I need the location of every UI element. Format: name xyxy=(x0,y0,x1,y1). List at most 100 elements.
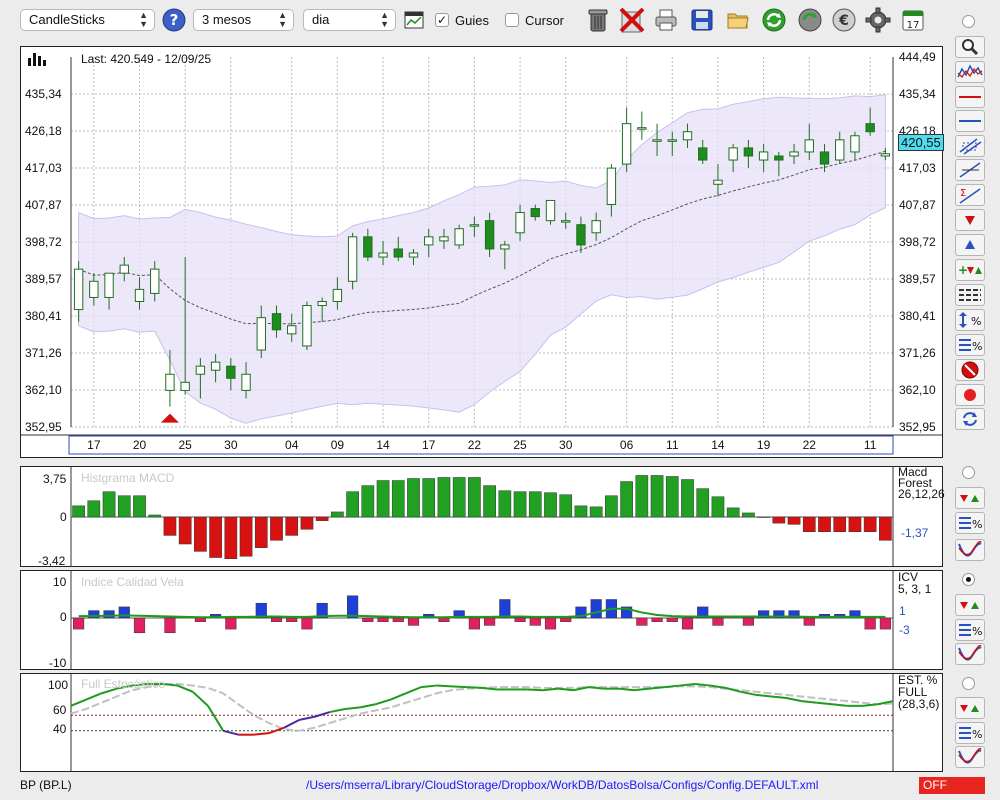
save-icon[interactable] xyxy=(689,6,715,34)
icv-bar xyxy=(803,617,815,626)
stoch-panel-radio[interactable] xyxy=(962,677,975,690)
stoch-percent-button[interactable]: % xyxy=(955,722,985,744)
record-button[interactable] xyxy=(955,384,985,406)
y-tick-left: 362,10 xyxy=(25,383,62,397)
icv-bar xyxy=(468,617,480,630)
add-signals-button[interactable]: + xyxy=(955,259,985,281)
off-toggle-button[interactable]: OFF xyxy=(919,777,985,794)
icv-bar xyxy=(681,617,694,630)
calendar-icon[interactable]: 17 xyxy=(900,6,926,34)
candle-body xyxy=(500,244,510,250)
add-indicator-button[interactable] xyxy=(955,61,985,83)
refresh-icon[interactable] xyxy=(761,6,787,34)
delete-icon[interactable] xyxy=(619,6,645,34)
icv-panel-radio[interactable] xyxy=(962,573,975,586)
x-tick-label: 25 xyxy=(513,438,527,452)
red-line-button[interactable] xyxy=(955,86,985,108)
percent-lines-button[interactable]: % xyxy=(955,334,985,356)
sell-arrow-button[interactable] xyxy=(955,209,985,231)
buy-signal-marker xyxy=(160,413,179,423)
stoch-k-segment xyxy=(207,705,225,732)
stoch-k-segment xyxy=(375,698,391,706)
stoch-k-segment xyxy=(725,686,742,693)
icv-signal-line xyxy=(78,607,886,619)
x-tick-label: 11 xyxy=(864,438,877,452)
macd-bar xyxy=(848,516,862,532)
icv-bar xyxy=(712,617,724,626)
trash-icon[interactable] xyxy=(585,6,611,34)
icv-bar xyxy=(697,606,709,619)
stochastic-chart[interactable] xyxy=(21,674,942,771)
stoch-d-line xyxy=(70,683,894,732)
macd-legend: Macd Forest 26,12,26 xyxy=(898,466,945,500)
sync-button[interactable] xyxy=(955,408,985,430)
stoch-signals-button[interactable] xyxy=(955,697,985,719)
macd-bar xyxy=(239,516,253,557)
blue-line-button[interactable] xyxy=(955,110,985,132)
candle-body xyxy=(73,268,84,311)
icv-bar xyxy=(225,617,237,630)
stoch-k-segment xyxy=(816,701,833,706)
icv-curve-button[interactable] xyxy=(955,643,985,665)
y-tick-right: 380,41 xyxy=(899,309,936,323)
print-icon[interactable] xyxy=(653,6,679,34)
icv-bar xyxy=(560,617,572,622)
macd-percent-button[interactable]: % xyxy=(955,512,985,534)
cursor-checkbox[interactable] xyxy=(505,13,519,27)
update-data-icon[interactable] xyxy=(797,6,823,34)
icv-signals-button[interactable] xyxy=(955,594,985,616)
macd-bar xyxy=(528,491,542,518)
svg-text:?: ? xyxy=(170,11,179,29)
icv-bar xyxy=(392,617,404,622)
select-arrows-icon: ▲ ▼ xyxy=(278,10,287,29)
candle-body xyxy=(652,139,662,142)
candle-body xyxy=(195,365,206,375)
channel-tool-button[interactable] xyxy=(955,135,985,157)
icv-bar xyxy=(651,617,663,622)
fibonacci-tool-button[interactable]: Σ xyxy=(955,184,985,206)
stoch-k-segment xyxy=(451,685,467,689)
candle-body xyxy=(165,373,175,391)
scale-percent-button[interactable]: % xyxy=(955,309,985,331)
interval-select[interactable]: dia ▲ ▼ xyxy=(303,9,396,31)
candlestick-chart[interactable]: 435,34 426,18 417,03 407,87 398,72 389,57 380,… xyxy=(21,47,942,457)
macd-panel-radio[interactable] xyxy=(962,466,975,479)
x-tick-label: 22 xyxy=(803,438,817,452)
icv-percent-button[interactable]: % xyxy=(955,619,985,641)
config-path-link[interactable]: /Users/mserra/Library/CloudStorage/Dropb… xyxy=(306,778,819,792)
stoch-k-segment xyxy=(618,687,635,692)
buy-arrow-button[interactable] xyxy=(955,234,985,256)
chart-type-select[interactable]: CandleSticks ▲ ▼ xyxy=(20,9,155,31)
x-tick-label: 30 xyxy=(559,438,573,452)
icv-chart[interactable] xyxy=(21,571,942,669)
list-view-button[interactable] xyxy=(955,284,985,306)
stoch-k-segment xyxy=(664,684,680,689)
main-panel-radio[interactable] xyxy=(962,15,975,28)
stoch-k-segment xyxy=(755,693,772,698)
icv-bar xyxy=(118,606,130,619)
macd-bar xyxy=(681,479,694,518)
stoch-k-segment xyxy=(360,703,376,709)
gear-icon[interactable] xyxy=(865,6,891,34)
candle-body xyxy=(561,220,571,223)
candle-body xyxy=(134,288,145,302)
stop-button[interactable] xyxy=(955,359,985,381)
macd-signals-button[interactable] xyxy=(955,487,985,509)
macd-chart[interactable] xyxy=(21,467,942,566)
stoch-legend-name: EST. % xyxy=(898,673,938,687)
icv-bar xyxy=(103,610,115,619)
chart-settings-button[interactable] xyxy=(401,6,427,34)
stoch-curve-button[interactable] xyxy=(955,746,985,768)
guides-checkbox[interactable]: ✓ xyxy=(435,13,449,27)
macd-curve-button[interactable] xyxy=(955,539,985,561)
trendline-tool-button[interactable] xyxy=(955,159,985,181)
currency-euro-icon[interactable]: € xyxy=(831,6,857,34)
icv-bar xyxy=(407,617,420,626)
stoch-k-segment xyxy=(710,684,726,689)
candle-body xyxy=(682,131,693,141)
zoom-button[interactable] xyxy=(955,36,985,58)
help-button[interactable]: ? xyxy=(161,6,187,34)
period-select[interactable]: 3 mesos ▲ ▼ xyxy=(193,9,294,31)
open-folder-icon[interactable] xyxy=(725,6,751,34)
svg-text:Σ: Σ xyxy=(960,188,966,199)
